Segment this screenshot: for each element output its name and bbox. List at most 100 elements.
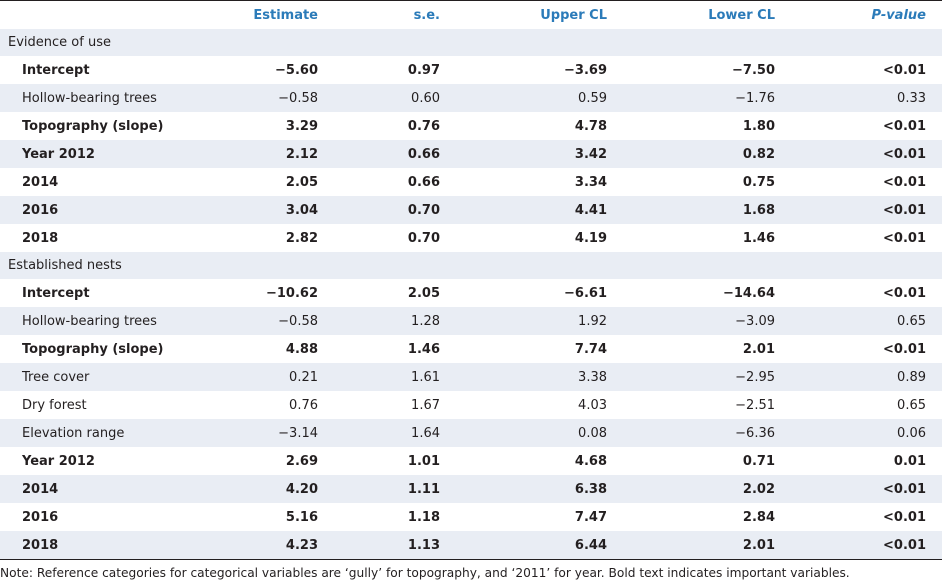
cell-estimate: 2.12 bbox=[285, 146, 318, 162]
cell-p-value: 0.06 bbox=[897, 425, 926, 441]
cell-p-value: 0.01 bbox=[893, 453, 926, 469]
cell-lower-cl: 1.80 bbox=[742, 118, 775, 134]
table-bottom-rule bbox=[0, 559, 942, 560]
cell-lower-cl: 2.02 bbox=[742, 481, 775, 497]
cell-lower-cl: −1.76 bbox=[735, 90, 775, 106]
header-cell-lower-cl: Lower CL bbox=[708, 7, 775, 23]
cell-variable: Elevation range bbox=[22, 425, 125, 441]
cell-estimate: −5.60 bbox=[275, 62, 318, 78]
cell-upper-cl: 3.34 bbox=[574, 174, 607, 190]
cell-se: 1.64 bbox=[411, 425, 440, 441]
cell-lower-cl: −2.51 bbox=[735, 397, 775, 413]
cell-lower-cl: 0.82 bbox=[742, 146, 775, 162]
cell-upper-cl: 4.41 bbox=[574, 202, 607, 218]
table-row: 2014 2.05 0.66 3.34 0.75 <0.01 bbox=[0, 168, 942, 196]
cell-variable: 2014 bbox=[22, 481, 59, 497]
cell-p-value: 0.65 bbox=[897, 313, 926, 329]
cell-se: 0.70 bbox=[407, 230, 440, 246]
cell-lower-cl: 0.71 bbox=[742, 453, 775, 469]
table-header-row: Estimate s.e. Upper CL Lower CL P-value bbox=[0, 1, 942, 29]
cell-p-value: <0.01 bbox=[883, 285, 926, 301]
table-row: 2018 2.82 0.70 4.19 1.46 <0.01 bbox=[0, 224, 942, 252]
cell-se: 0.66 bbox=[407, 146, 440, 162]
cell-variable: Year 2012 bbox=[22, 453, 95, 469]
cell-estimate: −0.58 bbox=[278, 313, 318, 329]
cell-p-value: 0.33 bbox=[897, 90, 926, 106]
cell-upper-cl: −3.69 bbox=[564, 62, 607, 78]
table-row: Hollow-bearing trees −0.58 1.28 1.92 −3.09 0.… bbox=[0, 307, 942, 335]
cell-upper-cl: 4.03 bbox=[578, 397, 607, 413]
cell-upper-cl: 4.78 bbox=[574, 118, 607, 134]
cell-p-value: 0.89 bbox=[897, 369, 926, 385]
cell-estimate: 2.82 bbox=[285, 230, 318, 246]
header-cell-se: s.e. bbox=[413, 7, 440, 23]
cell-se: 2.05 bbox=[407, 285, 440, 301]
table-row: Topography (slope) 3.29 0.76 4.78 1.80 <0.01 bbox=[0, 112, 942, 140]
cell-estimate: 2.05 bbox=[285, 174, 318, 190]
cell-upper-cl: 7.74 bbox=[574, 341, 607, 357]
table-row: 2018 4.23 1.13 6.44 2.01 <0.01 bbox=[0, 531, 942, 559]
cell-p-value: <0.01 bbox=[883, 118, 926, 134]
table-row: Topography (slope) 4.88 1.46 7.74 2.01 <0.01 bbox=[0, 335, 942, 363]
header-cell-estimate: Estimate bbox=[253, 7, 318, 23]
cell-estimate: 3.29 bbox=[285, 118, 318, 134]
cell-lower-cl: 2.01 bbox=[742, 341, 775, 357]
section-heading: Established nests bbox=[8, 258, 122, 273]
cell-se: 1.46 bbox=[407, 341, 440, 357]
cell-se: 0.97 bbox=[407, 62, 440, 78]
cell-se: 1.67 bbox=[411, 397, 440, 413]
cell-variable: Tree cover bbox=[22, 369, 90, 385]
cell-variable: Topography (slope) bbox=[22, 118, 164, 134]
cell-upper-cl: 6.38 bbox=[574, 481, 607, 497]
cell-variable: Intercept bbox=[22, 285, 90, 301]
cell-estimate: 0.21 bbox=[289, 369, 318, 385]
cell-upper-cl: 0.08 bbox=[578, 425, 607, 441]
cell-p-value: <0.01 bbox=[883, 481, 926, 497]
table-row: Year 2012 2.12 0.66 3.42 0.82 <0.01 bbox=[0, 140, 942, 168]
cell-p-value: <0.01 bbox=[883, 230, 926, 246]
cell-variable: Hollow-bearing trees bbox=[22, 313, 157, 329]
cell-se: 0.60 bbox=[411, 90, 440, 106]
cell-se: 1.01 bbox=[407, 453, 440, 469]
cell-variable: Dry forest bbox=[22, 397, 87, 413]
cell-estimate: −3.14 bbox=[278, 425, 318, 441]
cell-upper-cl: 7.47 bbox=[574, 509, 607, 525]
cell-estimate: −0.58 bbox=[278, 90, 318, 106]
cell-lower-cl: 2.01 bbox=[742, 537, 775, 553]
cell-upper-cl: 4.19 bbox=[574, 230, 607, 246]
cell-p-value: <0.01 bbox=[883, 174, 926, 190]
cell-se: 1.18 bbox=[407, 509, 440, 525]
cell-se: 1.11 bbox=[407, 481, 440, 497]
cell-se: 1.28 bbox=[411, 313, 440, 329]
results-table: Estimate s.e. Upper CL Lower CL P-value … bbox=[0, 0, 942, 560]
cell-variable: Topography (slope) bbox=[22, 341, 164, 357]
section-heading-row: Evidence of use bbox=[0, 29, 942, 56]
cell-upper-cl: 4.68 bbox=[574, 453, 607, 469]
table-row: 2016 3.04 0.70 4.41 1.68 <0.01 bbox=[0, 196, 942, 224]
cell-p-value: <0.01 bbox=[883, 146, 926, 162]
table-row: Dry forest 0.76 1.67 4.03 −2.51 0.65 bbox=[0, 391, 942, 419]
cell-se: 0.70 bbox=[407, 202, 440, 218]
cell-upper-cl: 3.38 bbox=[578, 369, 607, 385]
table-top-rule bbox=[0, 0, 942, 1]
table-row: Intercept −5.60 0.97 −3.69 −7.50 <0.01 bbox=[0, 56, 942, 84]
table-row: Hollow-bearing trees −0.58 0.60 0.59 −1.76 0.… bbox=[0, 84, 942, 112]
header-cell-upper-cl: Upper CL bbox=[540, 7, 607, 23]
cell-p-value: <0.01 bbox=[883, 62, 926, 78]
cell-variable: 2016 bbox=[22, 509, 59, 525]
cell-lower-cl: −3.09 bbox=[735, 313, 775, 329]
cell-upper-cl: 3.42 bbox=[574, 146, 607, 162]
cell-lower-cl: −7.50 bbox=[732, 62, 775, 78]
cell-variable: 2016 bbox=[22, 202, 59, 218]
cell-estimate: 4.88 bbox=[285, 341, 318, 357]
cell-lower-cl: −14.64 bbox=[722, 285, 775, 301]
cell-estimate: 5.16 bbox=[285, 509, 318, 525]
section-heading-row: Established nests bbox=[0, 252, 942, 279]
section-heading: Evidence of use bbox=[8, 35, 111, 50]
cell-p-value: <0.01 bbox=[883, 537, 926, 553]
table-body: Evidence of use Intercept −5.60 0.97 −3.69 −7… bbox=[0, 29, 942, 559]
cell-estimate: 0.76 bbox=[289, 397, 318, 413]
cell-lower-cl: −6.36 bbox=[735, 425, 775, 441]
table-row: Year 2012 2.69 1.01 4.68 0.71 0.01 bbox=[0, 447, 942, 475]
table-footnote: Note: Reference categories for categoric… bbox=[0, 566, 850, 580]
